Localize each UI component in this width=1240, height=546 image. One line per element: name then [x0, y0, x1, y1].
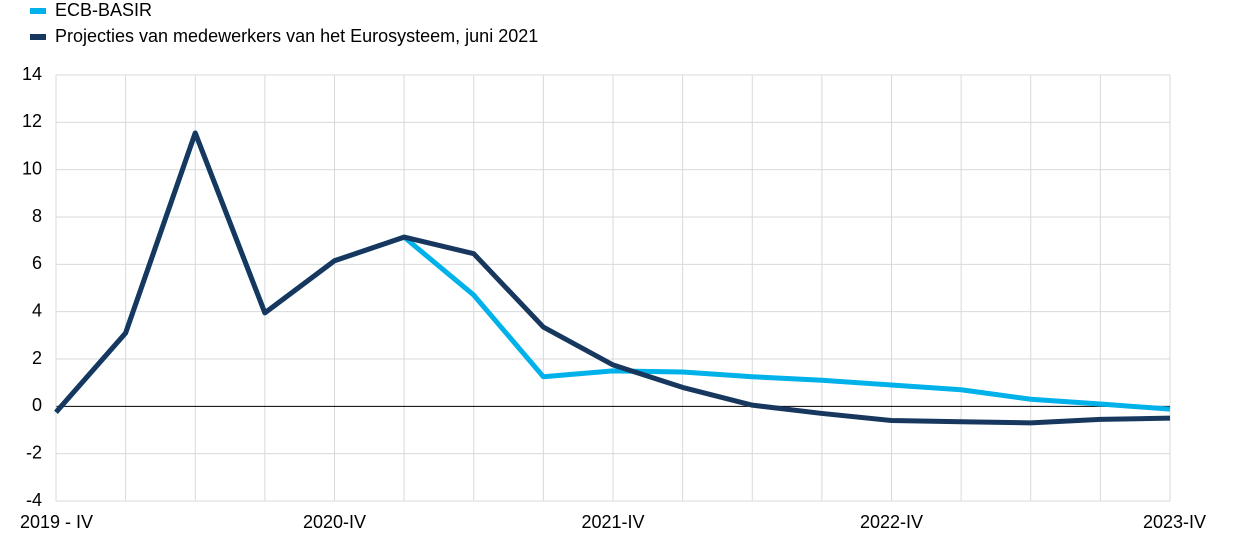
y-tick-label: -2	[26, 442, 42, 462]
y-tick-label: 4	[32, 300, 42, 320]
y-tick-label: 0	[32, 395, 42, 415]
y-tick-label: 6	[32, 253, 42, 273]
y-tick-label: -4	[26, 490, 42, 510]
x-tick-label: 2023-IV	[1143, 512, 1206, 532]
y-tick-label: 2	[32, 348, 42, 368]
legend-label: ECB-BASIR	[55, 0, 152, 20]
x-tick-label: 2020-IV	[303, 512, 366, 532]
series-line	[54, 130, 1171, 426]
x-tick-label: 2019 - IV	[20, 512, 93, 532]
y-tick-label: 12	[22, 111, 42, 131]
legend-marker	[30, 34, 46, 40]
x-tick-label: 2021-IV	[581, 512, 644, 532]
x-tick-label: 2022-IV	[860, 512, 923, 532]
y-tick-label: 8	[32, 206, 42, 226]
y-tick-label: 10	[22, 158, 42, 178]
legend-label: Projecties van medewerkers van het Euros…	[55, 26, 538, 46]
y-tick-label: 14	[22, 64, 42, 84]
legend-marker	[30, 8, 46, 14]
